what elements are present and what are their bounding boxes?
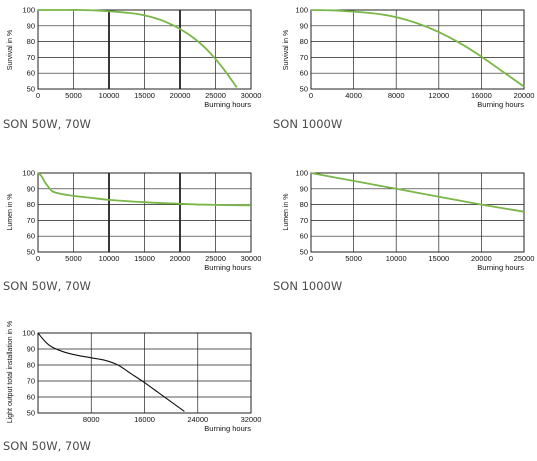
data-line — [310, 172, 525, 213]
x-tick-label: 12000 — [428, 91, 449, 100]
y-tick-label: 80 — [27, 200, 35, 209]
y-tick-label: 80 — [27, 361, 35, 370]
x-tick-label: 24000 — [187, 415, 208, 424]
x-tick-label: 10000 — [386, 254, 407, 263]
y-axis-label: Lumen in % — [7, 194, 14, 231]
data-line — [37, 9, 238, 88]
data-line — [310, 9, 525, 88]
x-tick-label: 32000 — [241, 415, 262, 424]
x-tick-label: 10000 — [99, 91, 120, 100]
plot-frame — [37, 332, 252, 414]
x-axis-label: Burning hours — [204, 424, 251, 433]
chart-1: 50 60 70 80 90 100 0 5000 10000 15000 20000 25000 30… — [7, 6, 261, 110]
y-tick-label: 90 — [27, 184, 35, 193]
chart-2: 50 60 70 80 90 100 0 4000 8000 12000 16000 20000Bur… — [283, 6, 534, 110]
y-axis-label: Lumen in % — [283, 194, 290, 231]
y-tick-label: 90 — [300, 21, 308, 30]
y-tick-label: 70 — [27, 216, 35, 225]
x-tick-label: 0 — [36, 254, 40, 263]
y-axis-label: Survival in % — [283, 30, 290, 70]
y-tick-label: 50 — [27, 409, 35, 418]
x-tick-label: 15000 — [428, 254, 449, 263]
y-tick-label: 50 — [27, 85, 35, 94]
y-tick-label: 80 — [300, 200, 308, 209]
x-tick-label: 5000 — [65, 254, 82, 263]
y-tick-label: 60 — [300, 232, 308, 241]
y-tick-label: 100 — [22, 6, 35, 15]
x-tick-label: 20000 — [471, 254, 492, 263]
chart-caption: SON 1000W — [273, 117, 343, 131]
plot-frame — [37, 172, 252, 253]
x-tick-label: 8000 — [388, 91, 405, 100]
plot-frame — [37, 9, 252, 90]
y-tick-label: 70 — [300, 53, 308, 62]
chart-caption: SON 50W, 70W — [3, 117, 91, 131]
y-tick-label: 90 — [300, 184, 308, 193]
x-axis-label: Burning hours — [204, 100, 251, 109]
y-tick-label: 60 — [27, 232, 35, 241]
data-line — [37, 172, 252, 207]
y-tick-label: 100 — [22, 329, 35, 338]
x-tick-label: 25000 — [205, 91, 226, 100]
y-tick-label: 80 — [27, 37, 35, 46]
x-tick-label: 0 — [309, 91, 313, 100]
y-tick-label: 90 — [27, 21, 35, 30]
chart-caption: SON 1000W — [273, 279, 343, 293]
x-axis-label: Burning hours — [204, 263, 251, 272]
x-tick-label: 30000 — [241, 254, 262, 263]
y-tick-label: 70 — [300, 216, 308, 225]
x-tick-label: 8000 — [83, 415, 100, 424]
x-tick-label: 0 — [309, 254, 313, 263]
y-axis-label: Survival in % — [7, 30, 14, 70]
y-tick-label: 100 — [295, 6, 308, 15]
plot-frame — [310, 9, 525, 90]
plot-frame — [310, 172, 525, 253]
x-tick-label: 20000 — [170, 91, 191, 100]
x-tick-label: 30000 — [241, 91, 262, 100]
x-tick-label: 16000 — [134, 415, 155, 424]
x-axis-label: Burning hours — [477, 263, 524, 272]
y-tick-label: 60 — [300, 69, 308, 78]
x-tick-label: 25000 — [205, 254, 226, 263]
y-tick-label: 80 — [300, 37, 308, 46]
x-tick-label: 10000 — [99, 254, 120, 263]
y-tick-label: 50 — [27, 248, 35, 257]
chart-caption: SON 50W, 70W — [3, 439, 91, 453]
y-tick-label: 70 — [27, 377, 35, 386]
x-axis-label: Burning hours — [477, 100, 524, 109]
y-tick-label: 60 — [27, 393, 35, 402]
x-tick-label: 4000 — [345, 91, 362, 100]
x-tick-label: 25000 — [514, 254, 535, 263]
x-tick-label: 15000 — [134, 91, 155, 100]
chart-4: 50 60 70 80 90 100 0 5000 10000 15000 20000 25000Bu… — [283, 169, 534, 273]
y-tick-label: 50 — [300, 248, 308, 257]
x-tick-label: 20000 — [514, 91, 535, 100]
y-tick-label: 60 — [27, 69, 35, 78]
y-tick-label: 50 — [300, 85, 308, 94]
x-tick-label: 5000 — [65, 91, 82, 100]
x-tick-label: 5000 — [345, 254, 362, 263]
data-line — [37, 332, 185, 412]
y-tick-label: 100 — [22, 169, 35, 178]
x-tick-label: 15000 — [134, 254, 155, 263]
y-tick-label: 70 — [27, 53, 35, 62]
chart-3: 50 60 70 80 90 100 0 5000 10000 15000 20000 25000 30… — [7, 169, 261, 273]
y-tick-label: 100 — [295, 169, 308, 178]
chart-5: 50 60 70 80 90 100 8000 16000 24000 32000Burning … — [7, 321, 261, 433]
y-axis-label: Light output total installation in % — [7, 321, 14, 423]
x-tick-label: 20000 — [170, 254, 191, 263]
x-tick-label: 16000 — [471, 91, 492, 100]
y-tick-label: 90 — [27, 345, 35, 354]
x-tick-label: 0 — [36, 91, 40, 100]
chart-caption: SON 50W, 70W — [3, 279, 91, 293]
